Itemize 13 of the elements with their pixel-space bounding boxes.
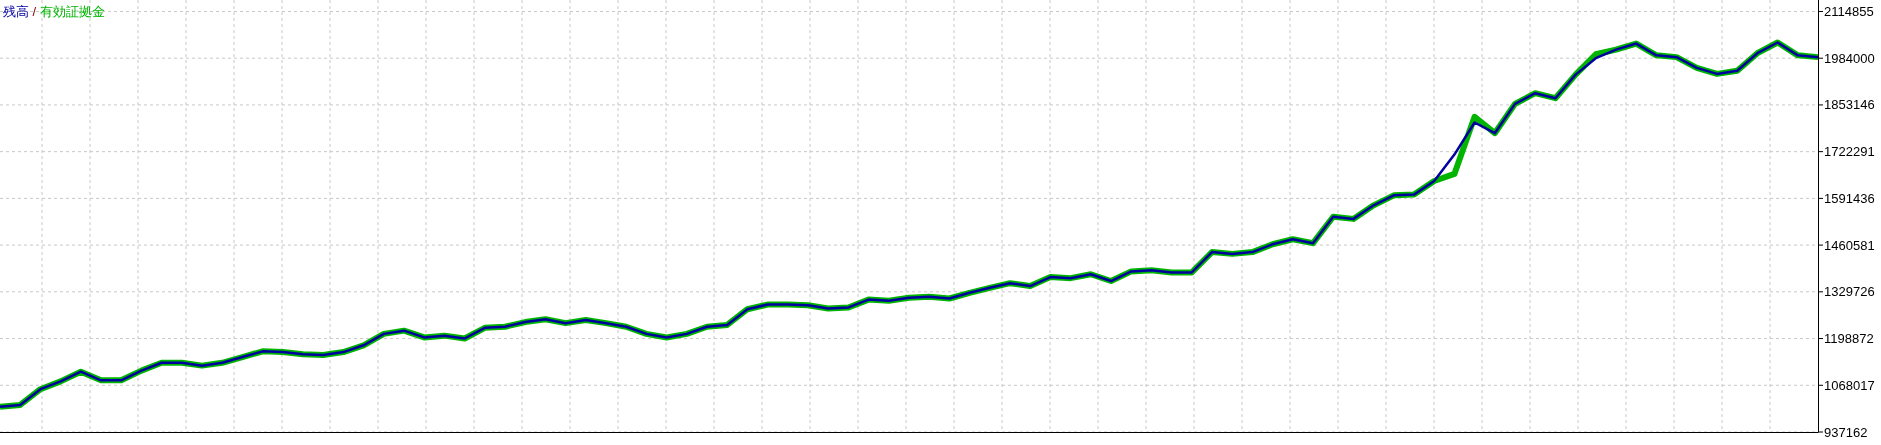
y-tick-label: 1722291 [1824, 144, 1875, 160]
y-tick-label: 1068017 [1824, 377, 1875, 393]
text: 残高 [3, 4, 29, 19]
y-tick-label: 937162 [1824, 424, 1868, 440]
y-tick-label: 1329726 [1824, 284, 1875, 300]
text: 有効証拠金 [39, 4, 105, 19]
y-tick-label: 1853146 [1824, 97, 1875, 113]
y-tick-label: 1984000 [1824, 50, 1875, 66]
y-tick-label: 1591436 [1824, 190, 1875, 206]
y-tick-label: 1198872 [1824, 331, 1874, 347]
y-tick-label: 2114855 [1824, 3, 1874, 19]
y-tick-label: 1460581 [1824, 237, 1875, 253]
annotation: / [29, 4, 40, 19]
